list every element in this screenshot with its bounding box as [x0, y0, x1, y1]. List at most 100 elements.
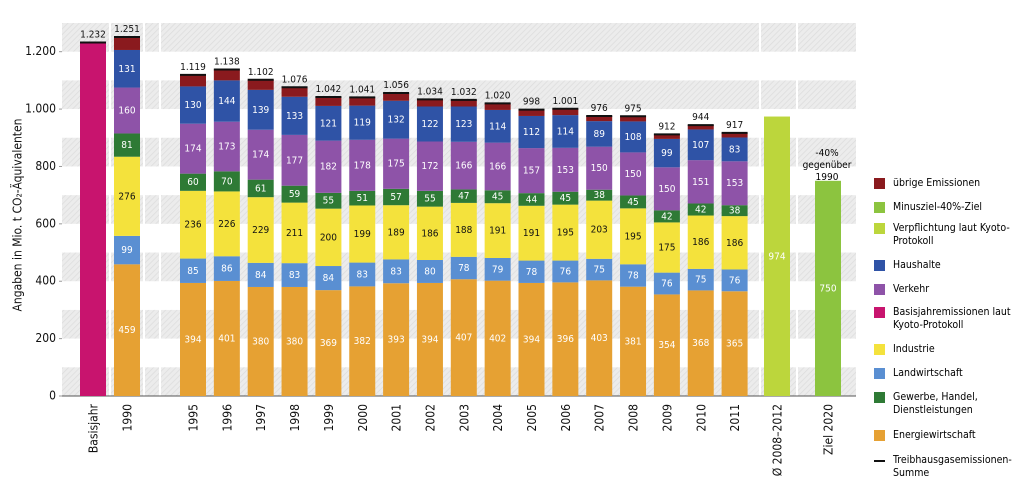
bar-segment — [586, 146, 613, 190]
data-label: 133 — [286, 111, 303, 122]
data-label: 178 — [354, 160, 371, 171]
bar-segment — [620, 286, 647, 396]
data-label: 191 — [489, 226, 506, 237]
data-label: 153 — [557, 165, 574, 176]
data-label: 236 — [184, 220, 201, 231]
bar-segment — [518, 205, 545, 261]
bar-segment — [484, 103, 511, 110]
bar-segment — [721, 269, 748, 292]
y-tick-label: 200 — [35, 331, 56, 345]
x-tick-label: 2002 — [423, 404, 437, 431]
data-label: 75 — [593, 265, 604, 276]
bar-segment — [383, 100, 410, 139]
bar-segment — [349, 105, 376, 140]
data-label: 45 — [560, 193, 571, 204]
bar-segment — [450, 256, 477, 280]
bar-segment — [247, 129, 274, 180]
legend-label: Gewerbe, Handel, Dienstleistungen — [893, 391, 978, 416]
legend-item: Energiewirtschaft — [874, 429, 1024, 442]
bar-segment — [80, 42, 106, 396]
data-label: 382 — [354, 336, 371, 347]
data-label: 186 — [692, 237, 709, 248]
bar-segment — [721, 132, 748, 138]
bar-segment — [552, 191, 579, 205]
data-label: 119 — [354, 118, 371, 129]
data-label: 380 — [252, 336, 269, 347]
data-label: 186 — [421, 228, 438, 239]
data-label: 189 — [388, 227, 405, 238]
bar-segment — [518, 109, 545, 116]
bar-segment — [721, 161, 748, 206]
legend-swatch — [874, 223, 885, 234]
data-label: 45 — [492, 192, 503, 203]
data-label: 78 — [526, 267, 538, 278]
total-label: 1.032 — [451, 87, 477, 98]
data-label: 75 — [695, 275, 706, 286]
x-tick-label: 1999 — [322, 404, 336, 432]
bar-segment — [349, 286, 376, 396]
bar-segment — [349, 139, 376, 191]
bar-segment — [114, 235, 140, 265]
y-tick-label: 0 — [49, 389, 56, 403]
data-label: 51 — [357, 193, 368, 204]
data-label: 83 — [357, 269, 368, 280]
bar-segment — [416, 206, 443, 260]
data-label: 81 — [121, 140, 132, 151]
data-label: 112 — [523, 127, 540, 138]
bar-segment — [383, 138, 410, 189]
data-label: 174 — [184, 144, 201, 155]
data-label: 59 — [289, 189, 301, 200]
data-label: 89 — [593, 129, 605, 140]
data-label: 203 — [591, 225, 608, 236]
data-label: 47 — [458, 191, 469, 202]
bar-segment — [315, 266, 342, 291]
x-tick-label: 2001 — [390, 404, 404, 431]
x-tick-label: 2004 — [491, 404, 505, 432]
bar-segment — [416, 190, 443, 207]
legend-label: Energiewirtschaft — [893, 429, 976, 441]
bar-segment — [247, 79, 274, 90]
data-label: 70 — [221, 176, 233, 187]
data-label: 195 — [624, 231, 641, 242]
data-label: 354 — [658, 340, 675, 351]
data-label: 199 — [354, 229, 371, 240]
total-label: 912 — [658, 121, 675, 132]
bar-segment — [620, 116, 647, 122]
total-label: 998 — [523, 97, 540, 108]
x-tick-label: 2009 — [660, 404, 674, 432]
total-label: 1.102 — [248, 67, 274, 78]
bar-segment — [518, 282, 545, 396]
bar-segment — [383, 188, 410, 206]
bar-segment — [653, 210, 680, 223]
bar-segment — [620, 195, 647, 209]
bar-segment — [383, 205, 410, 260]
y-tick-label: 400 — [35, 274, 56, 288]
data-label: 86 — [221, 264, 233, 275]
bar-segment — [315, 208, 342, 267]
legend-swatch — [874, 368, 885, 379]
data-label: 177 — [286, 155, 303, 166]
bar-segment — [518, 260, 545, 283]
bar-segment — [114, 87, 140, 134]
data-label: 114 — [557, 126, 574, 137]
bar-segment — [687, 160, 714, 204]
legend-label: Minusziel-40%-Ziel — [893, 201, 983, 213]
bar-segment — [114, 156, 140, 236]
bar-segment — [315, 290, 342, 396]
bar-segment — [586, 200, 613, 259]
bar-segment — [281, 263, 308, 287]
bar-segment — [586, 121, 613, 147]
bar-segment — [416, 99, 443, 107]
bar-segment — [552, 108, 579, 116]
data-label: 99 — [661, 148, 673, 159]
bar-segment — [721, 291, 748, 396]
x-tick-label: 2008 — [627, 404, 641, 432]
total-label: 1.251 — [114, 24, 140, 35]
bar-segment — [349, 205, 376, 263]
bar-segment — [416, 259, 443, 283]
bar-segment — [484, 203, 511, 258]
bar-segment — [416, 282, 443, 396]
bar-segment — [416, 106, 443, 142]
bar-segment — [687, 129, 714, 161]
